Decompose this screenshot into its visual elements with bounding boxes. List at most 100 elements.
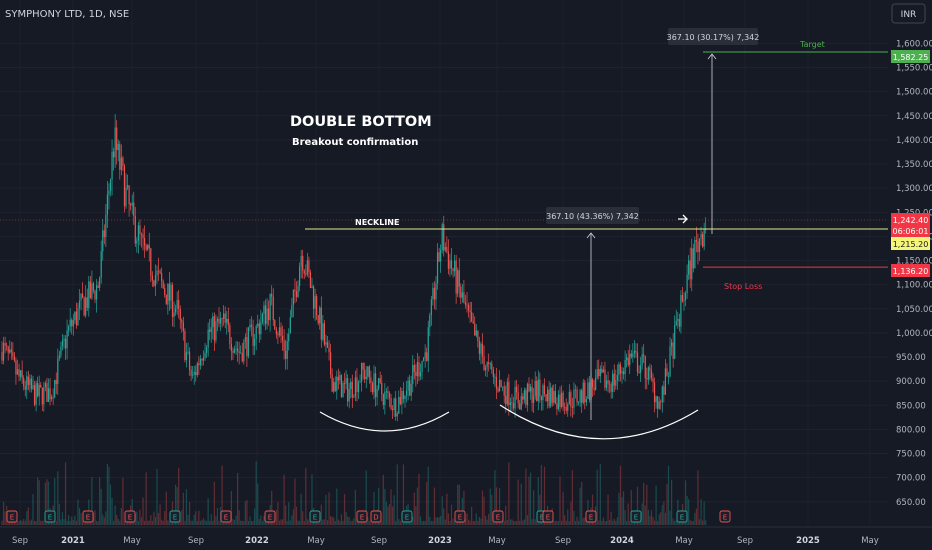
candle-body [689, 260, 691, 280]
candle-body [168, 283, 170, 301]
candle-body [119, 143, 121, 170]
candle-body [288, 333, 290, 342]
candle-body [433, 287, 436, 300]
candle-body [678, 319, 680, 327]
candle-body [667, 376, 670, 378]
candle-body [337, 376, 339, 381]
event-marker-icon[interactable]: E [676, 510, 688, 523]
candle-body [33, 385, 36, 405]
candle-body [418, 362, 420, 377]
event-marker-icon[interactable]: E [585, 510, 597, 523]
event-marker-icon[interactable]: E [82, 510, 94, 523]
event-marker-icon[interactable]: E [264, 510, 276, 523]
event-marker-icon[interactable]: D [370, 510, 382, 523]
volume-bar [343, 493, 346, 525]
volume-bar [164, 510, 166, 525]
event-marker-icon[interactable]: E [630, 510, 642, 523]
volume-bar [373, 492, 375, 525]
candle-body [452, 268, 454, 272]
event-marker-icon[interactable]: E [309, 510, 321, 523]
event-marker-icon[interactable]: E [542, 510, 554, 523]
svg-text:INR[interactable]: INR [901, 10, 917, 20]
candles [1, 114, 707, 422]
volume-bar [309, 520, 312, 525]
volume-bar [289, 520, 291, 525]
volume-bar [238, 510, 240, 525]
volume-bar [571, 470, 573, 525]
candle-body [274, 320, 276, 330]
candle-body [283, 340, 285, 351]
candle-body [325, 342, 327, 345]
event-marker-icon[interactable]: E [44, 510, 56, 523]
volume-bar [629, 520, 631, 525]
volume-bar [367, 517, 369, 525]
candle-body [585, 398, 587, 403]
event-marker-icon[interactable]: E [492, 510, 504, 523]
candle-body [404, 395, 406, 400]
volume-bar [512, 520, 515, 525]
event-marker-icon[interactable]: E [356, 510, 368, 523]
volume-bar [536, 521, 538, 525]
candle-body [525, 390, 527, 405]
candle-body [393, 398, 395, 411]
volume-bar [29, 520, 31, 525]
volume-bar [671, 479, 673, 525]
volume-bar [543, 466, 546, 525]
volume-bar [508, 462, 510, 525]
candle-body [302, 255, 304, 271]
candle-body [311, 286, 313, 288]
candle-body [243, 341, 245, 362]
candle-body [486, 362, 488, 368]
candle-body [35, 383, 37, 405]
volume-bar [12, 520, 14, 525]
volume-bar [560, 520, 563, 525]
event-marker-icon[interactable]: E [401, 510, 413, 523]
volume-bar [292, 509, 294, 525]
grid [0, 42, 888, 503]
svg-text:E: E [589, 514, 593, 522]
volume-bar [91, 476, 93, 525]
candle-body [565, 407, 567, 411]
volume-bar [421, 520, 423, 525]
currency-button[interactable]: INR [891, 3, 926, 24]
event-marker-icon[interactable]: E [454, 510, 466, 523]
event-marker-icon[interactable]: E [220, 510, 232, 523]
candle-body [52, 396, 54, 398]
candle-body [339, 375, 341, 381]
candle-body [128, 185, 130, 205]
volume-bar [74, 515, 76, 525]
volume-bar [249, 516, 251, 525]
event-marker-icon[interactable]: E [719, 510, 731, 523]
candle-body [78, 300, 81, 309]
candle-body [640, 365, 642, 373]
candle-body [436, 252, 439, 284]
volume-bar [215, 516, 217, 525]
candle-body [421, 361, 423, 373]
candle-body [18, 369, 20, 377]
volume-bar [300, 493, 302, 525]
event-marker-icon[interactable]: E [169, 510, 181, 523]
volume-bar [582, 517, 584, 525]
y-tick-label: 1,400.00 [896, 136, 932, 146]
volume-bar [71, 516, 73, 525]
event-marker-icon[interactable]: E [6, 510, 18, 523]
svg-text:E: E [496, 514, 500, 522]
volume-bar [297, 520, 299, 525]
volume-bar [323, 519, 325, 525]
volume-bar [351, 520, 353, 525]
volume-bar [497, 520, 499, 525]
candle-body [291, 305, 293, 318]
candle-body [343, 383, 346, 384]
volume-bar [179, 520, 181, 525]
volume-bar [598, 520, 600, 525]
candle-body [622, 371, 625, 375]
event-marker-icon[interactable]: E [124, 510, 136, 523]
volume-bar [444, 519, 446, 525]
volume-bar [306, 519, 308, 525]
volume-bar [102, 514, 104, 525]
candle-body [95, 285, 98, 300]
volume-bar [474, 520, 476, 525]
candle-body [570, 392, 572, 408]
